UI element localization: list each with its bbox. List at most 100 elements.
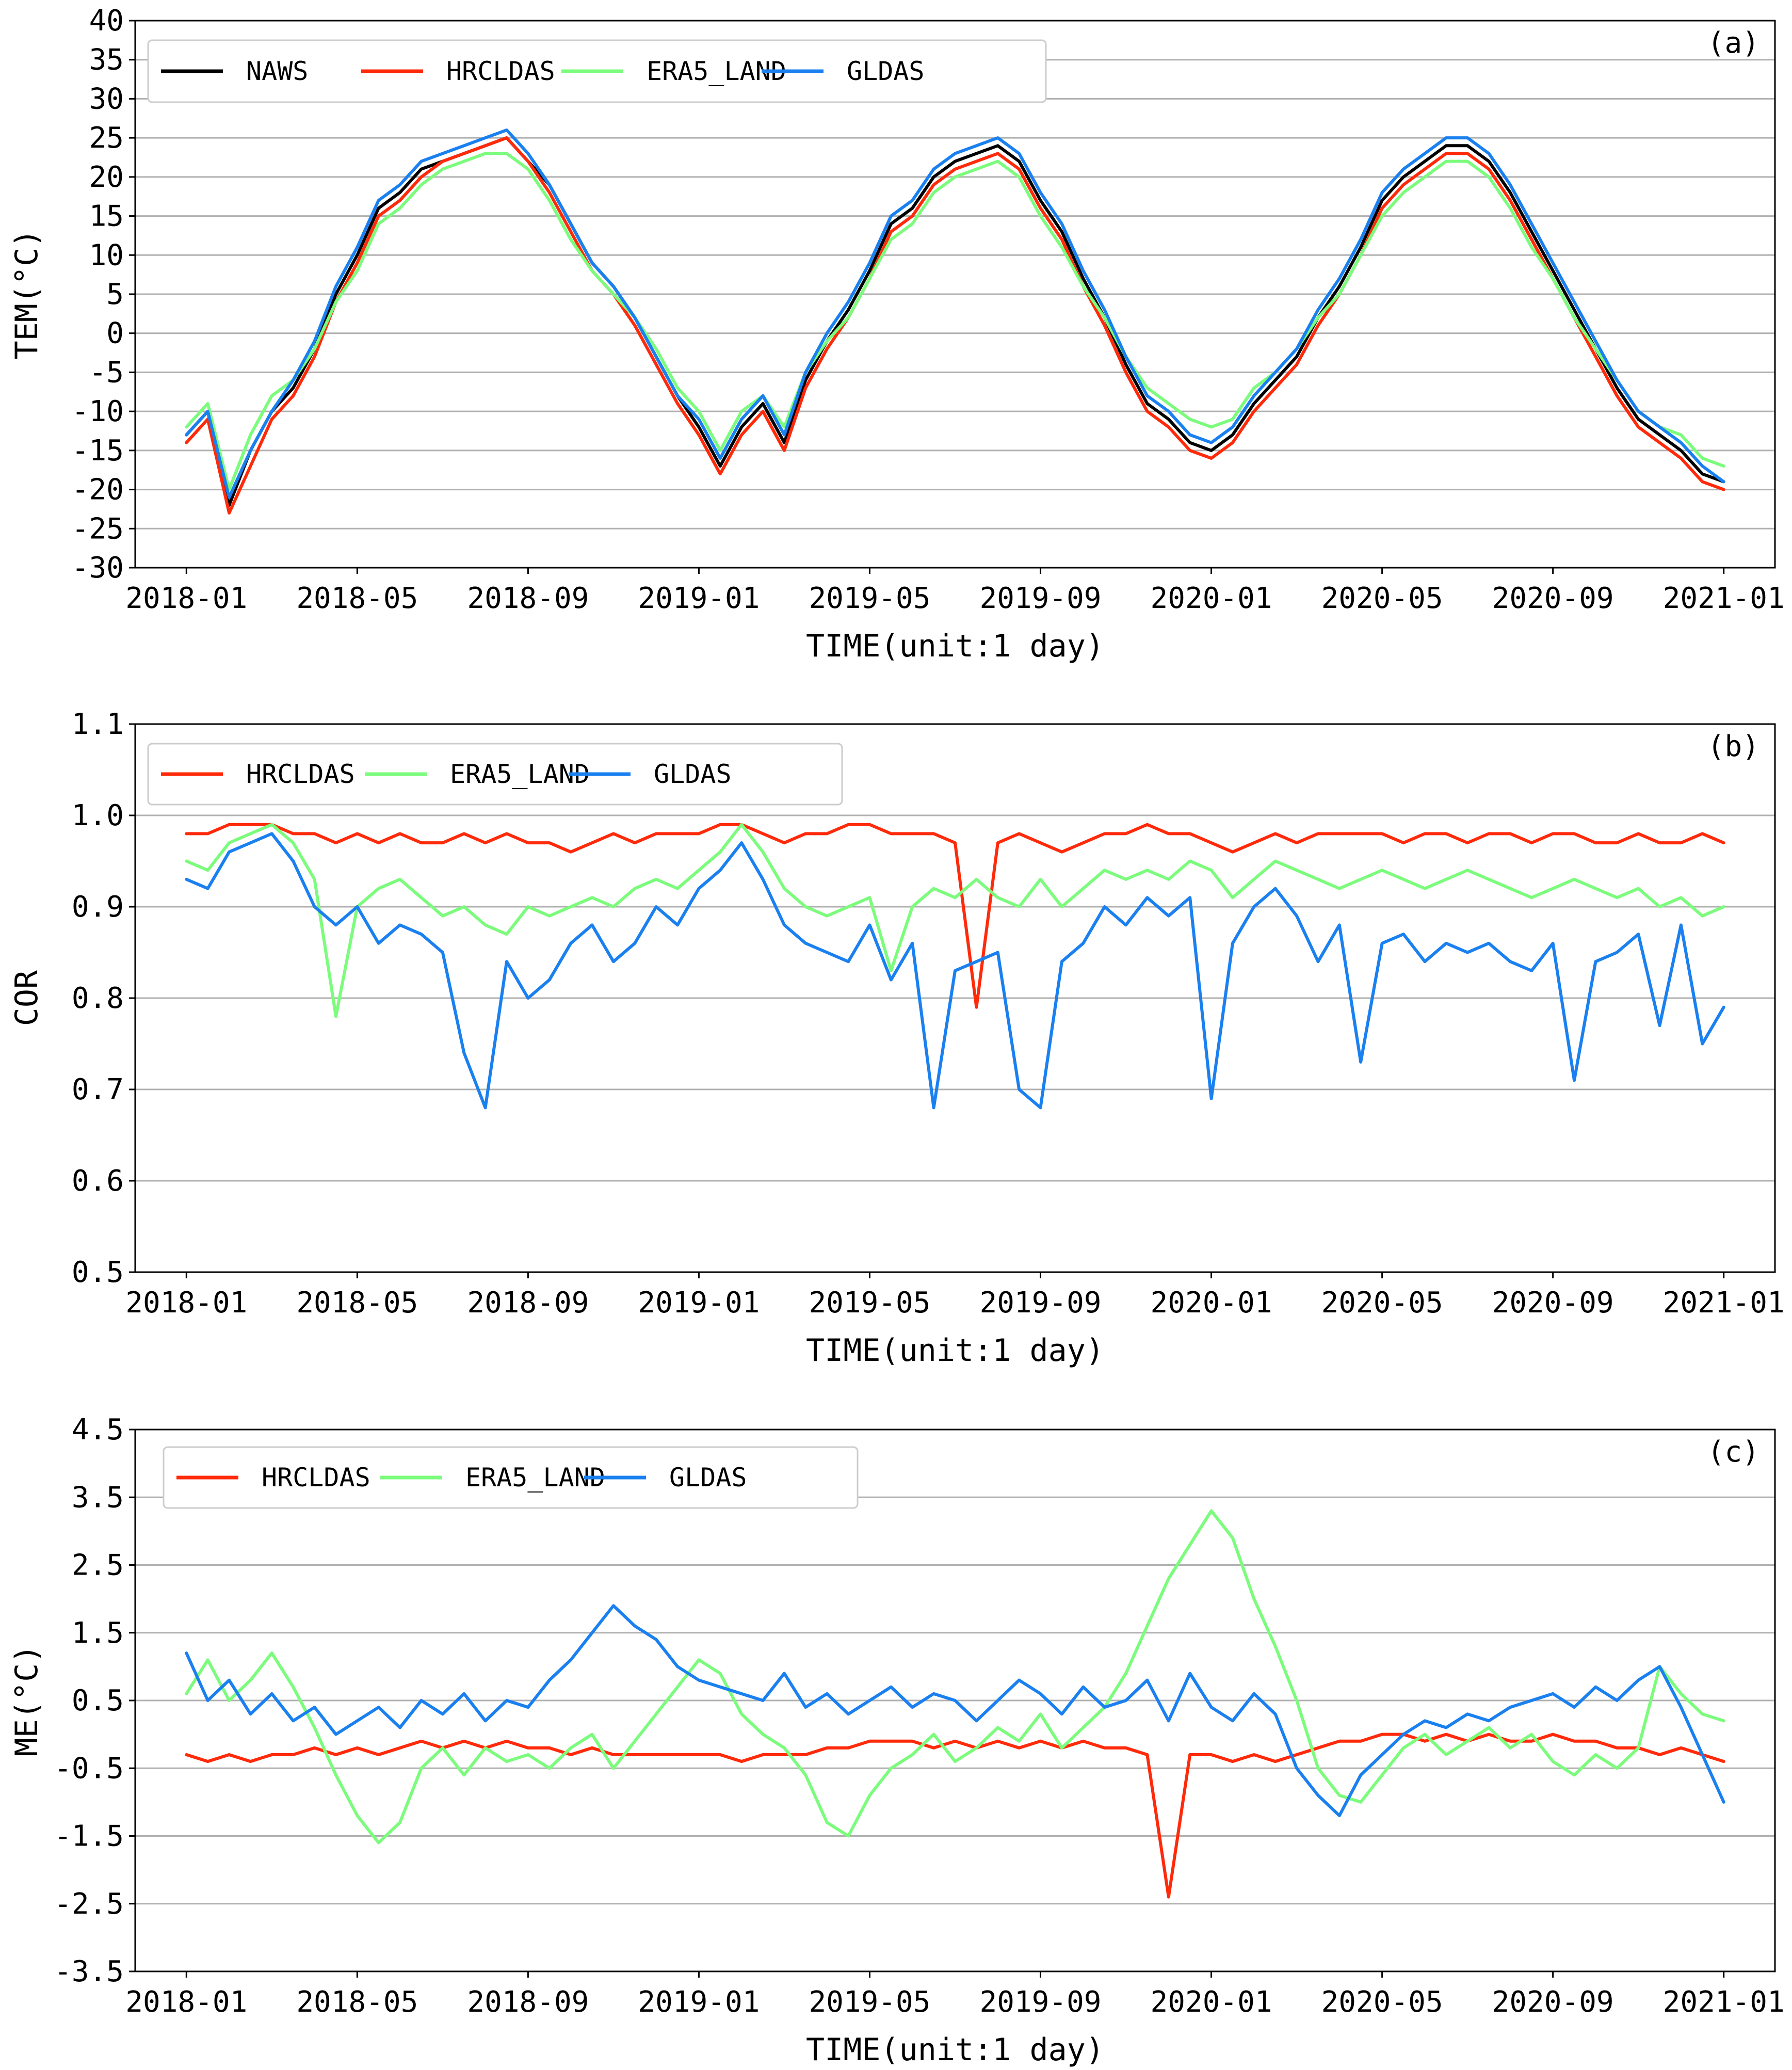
x-tick-label: 2019-05 xyxy=(809,582,930,615)
chart-panels: -30 -25 -20 -15 -10 -5 0 5 10 15 20 25 30 35 40 2018-01… xyxy=(9,4,1785,2068)
x-tick-label: 2019-01 xyxy=(638,1985,760,2019)
y-tick-label: 3.5 xyxy=(72,1481,124,1514)
y-tick-label: -2.5 xyxy=(54,1887,124,1921)
x-tick-label: 2018-05 xyxy=(296,1286,418,1320)
y-tick-label: -15 xyxy=(72,434,124,468)
y-tick-label: 2.5 xyxy=(72,1549,124,1582)
y-tick-label: 0.8 xyxy=(72,982,124,1015)
x-tick-label: 2018-09 xyxy=(467,1286,589,1320)
y-tick-label: 1.1 xyxy=(72,708,124,741)
legend-label: GLDAS xyxy=(654,759,732,789)
panel-tag: (a) xyxy=(1707,26,1759,60)
series-line-hrcldas xyxy=(185,136,1725,515)
y-tick-label: 35 xyxy=(89,43,124,77)
x-axis-title: TIME(unit:1 day) xyxy=(806,2032,1104,2068)
y-axis-title: ME(°C) xyxy=(9,1645,45,1757)
x-tick-label: 2018-09 xyxy=(467,1985,589,2019)
x-tick-label: 2018-09 xyxy=(467,582,589,615)
panel-tag: (c) xyxy=(1707,1435,1759,1469)
x-tick-label: 2020-05 xyxy=(1321,1985,1443,2019)
legend-label: HRCLDAS xyxy=(446,56,555,86)
y-tick-label: -5 xyxy=(89,356,124,389)
y-tick-label: 0 xyxy=(106,317,124,350)
x-tick-label: 2019-01 xyxy=(638,582,760,615)
x-tick-label: 2020-09 xyxy=(1492,1286,1614,1320)
legend-box xyxy=(163,1446,859,1509)
y-axis-title: TEM(°C) xyxy=(9,229,45,360)
x-tick-label: 2021-01 xyxy=(1663,1286,1785,1320)
y-tick-label: -25 xyxy=(72,512,124,545)
legend-label: ERA5_LAND xyxy=(450,759,590,789)
x-tick-label: 2020-05 xyxy=(1321,582,1443,615)
legend-label: HRCLDAS xyxy=(262,1463,370,1493)
series-line-gldas xyxy=(185,129,1725,499)
y-tick-label: -10 xyxy=(72,395,124,428)
plot-frame xyxy=(134,723,1776,1273)
y-tick-label: 0.5 xyxy=(72,1256,124,1289)
chart-panel-b: 0.5 0.6 0.7 0.8 0.9 1.0 1.1 2018-01 2018-05 2018-… xyxy=(9,708,1785,1369)
x-tick-label: 2018-05 xyxy=(296,582,418,615)
legend: HRCLDAS ERA5_LAND GLDAS xyxy=(163,1446,859,1509)
y-tick-label: 10 xyxy=(89,238,124,272)
x-tick-label: 2020-09 xyxy=(1492,582,1614,615)
x-tick-label: 2020-01 xyxy=(1151,1286,1272,1320)
x-tick-label: 2018-01 xyxy=(125,1286,247,1320)
legend-label: NAWS xyxy=(246,56,308,86)
x-tick-label: 2021-01 xyxy=(1663,1985,1785,2019)
x-tick-label: 2021-01 xyxy=(1663,582,1785,615)
legend-label: GLDAS xyxy=(669,1463,747,1493)
x-tick-label: 2019-09 xyxy=(980,582,1102,615)
legend-label: HRCLDAS xyxy=(246,759,355,789)
legend-box xyxy=(147,743,843,806)
x-tick-label: 2019-05 xyxy=(809,1286,930,1320)
chart-panel-c: -3.5 -2.5 -1.5 -0.5 0.5 1.5 2.5 3.5 4.5 2018-01 20… xyxy=(9,1413,1785,2068)
legend-label: ERA5_LAND xyxy=(465,1463,605,1493)
series-line-gldas xyxy=(185,832,1725,1110)
y-tick-label: 15 xyxy=(89,200,124,233)
plot-frame xyxy=(134,20,1776,569)
chart-panel-a: -30 -25 -20 -15 -10 -5 0 5 10 15 20 25 30 35 40 2018-01… xyxy=(9,4,1785,664)
series-line-era5_land xyxy=(185,1509,1725,1844)
y-tick-label: 40 xyxy=(89,4,124,38)
legend: NAWS HRCLDAS ERA5_LAND GLDAS xyxy=(147,39,1047,103)
y-tick-label: 0.5 xyxy=(72,1684,124,1718)
y-tick-label: 0.9 xyxy=(72,890,124,924)
x-tick-label: 2020-05 xyxy=(1321,1286,1443,1320)
plot-frame xyxy=(134,1429,1776,1972)
x-axis-title: TIME(unit:1 day) xyxy=(806,628,1104,664)
x-tick-label: 2020-09 xyxy=(1492,1985,1614,2019)
x-tick-label: 2020-01 xyxy=(1151,582,1272,615)
y-axis-title: COR xyxy=(9,970,45,1026)
x-tick-label: 2019-05 xyxy=(809,1985,930,2019)
y-tick-label: 5 xyxy=(106,278,124,311)
legend: HRCLDAS ERA5_LAND GLDAS xyxy=(147,743,843,806)
series-line-era5_land xyxy=(185,823,1725,1018)
y-tick-label: -1.5 xyxy=(54,1820,124,1853)
y-tick-label: 0.6 xyxy=(72,1164,124,1198)
series-line-era5_land xyxy=(185,152,1725,491)
x-axis-title: TIME(unit:1 day) xyxy=(806,1333,1104,1369)
x-tick-label: 2018-05 xyxy=(296,1985,418,2019)
x-tick-label: 2018-01 xyxy=(125,582,247,615)
x-tick-label: 2019-09 xyxy=(980,1286,1102,1320)
y-tick-label: 4.5 xyxy=(72,1413,124,1447)
y-tick-label: 30 xyxy=(89,82,124,116)
y-tick-label: 25 xyxy=(89,121,124,155)
x-tick-label: 2020-01 xyxy=(1151,1985,1272,2019)
x-tick-label: 2019-01 xyxy=(638,1286,760,1320)
y-tick-label: -20 xyxy=(72,473,124,507)
legend-label: GLDAS xyxy=(847,56,925,86)
y-tick-label: -3.5 xyxy=(54,1955,124,1988)
y-tick-label: 1.5 xyxy=(72,1616,124,1650)
series-line-hrcldas xyxy=(185,823,1725,1009)
x-tick-label: 2018-01 xyxy=(125,1985,247,2019)
y-tick-label: 1.0 xyxy=(72,799,124,832)
y-tick-label: 20 xyxy=(89,161,124,194)
y-tick-label: -30 xyxy=(72,551,124,585)
panel-tag: (b) xyxy=(1707,730,1759,763)
y-tick-label: 0.7 xyxy=(72,1073,124,1106)
y-tick-label: -0.5 xyxy=(54,1752,124,1785)
series-line-gldas xyxy=(185,1604,1725,1818)
